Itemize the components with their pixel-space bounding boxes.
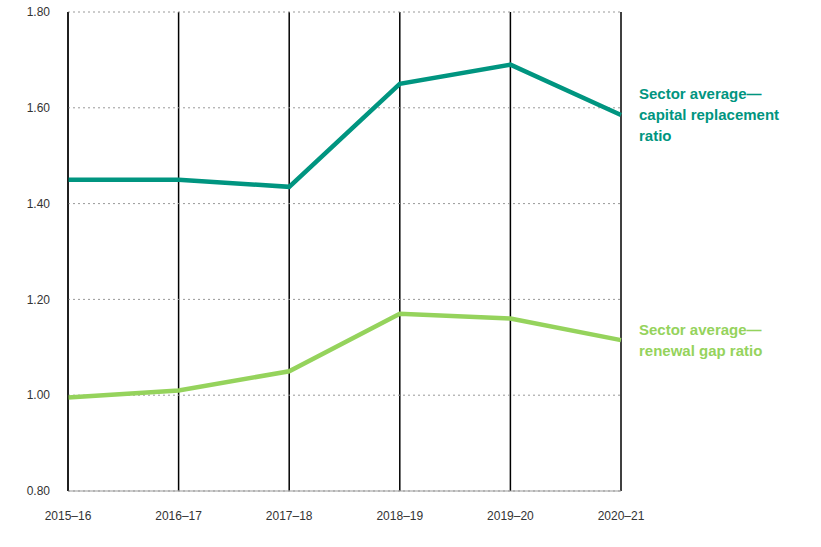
svg-text:2016–17: 2016–17 [155,509,202,523]
svg-text:2019–20: 2019–20 [487,509,534,523]
svg-text:1.40: 1.40 [27,197,51,211]
svg-text:2017–18: 2017–18 [266,509,313,523]
svg-text:Sector average—capital replace: Sector average—capital replacementratio [639,85,779,144]
svg-text:Sector average—renewal gap rat: Sector average—renewal gap ratio [639,321,762,359]
svg-text:1.20: 1.20 [27,293,51,307]
svg-text:1.80: 1.80 [27,5,51,19]
svg-text:2020–21: 2020–21 [598,509,645,523]
svg-text:0.80: 0.80 [27,484,51,498]
svg-text:1.00: 1.00 [27,388,51,402]
svg-text:1.60: 1.60 [27,101,51,115]
svg-text:2018–19: 2018–19 [376,509,423,523]
svg-text:2015–16: 2015–16 [45,509,92,523]
